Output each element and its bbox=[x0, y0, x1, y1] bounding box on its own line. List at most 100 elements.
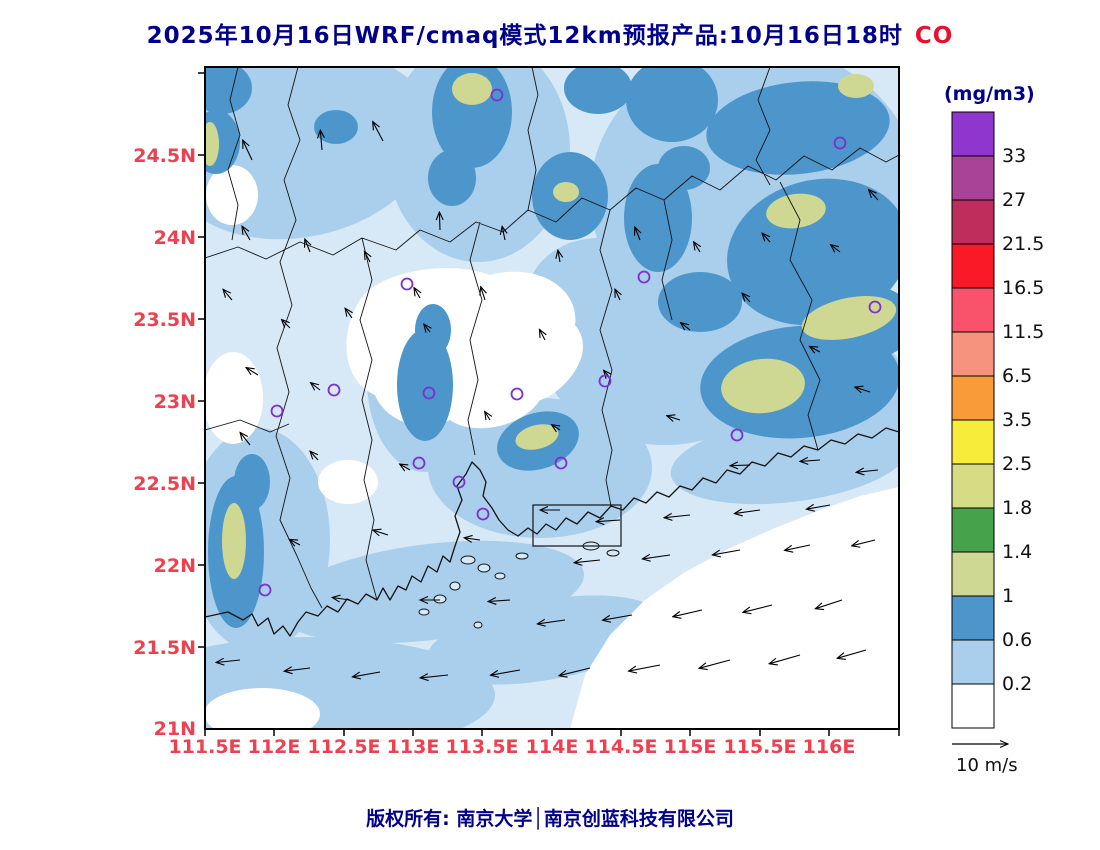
wind-arrow bbox=[855, 387, 871, 392]
wind-arrow bbox=[488, 600, 511, 602]
wind-arrow bbox=[837, 649, 867, 658]
station-marker bbox=[258, 583, 272, 597]
lat-tick-label: 23N bbox=[154, 391, 196, 413]
legend-value: 16.5 bbox=[1002, 277, 1044, 299]
delta-region-box bbox=[532, 504, 622, 547]
station-marker bbox=[730, 428, 744, 442]
legend-swatch bbox=[951, 639, 995, 685]
legend-value: 21.5 bbox=[1002, 233, 1044, 255]
station-marker bbox=[412, 456, 426, 470]
wind-arrow bbox=[289, 539, 301, 545]
wind-arrow bbox=[420, 675, 449, 678]
wind-arrow bbox=[664, 515, 691, 518]
wind-arrow bbox=[284, 668, 311, 671]
station-marker bbox=[270, 404, 284, 418]
lat-axis: 24.5N 24N 23.5N 23N 22.5N 22N 21.5N 21N bbox=[133, 145, 196, 740]
title-species: CO bbox=[914, 23, 954, 49]
legend-swatch bbox=[951, 199, 995, 245]
lat-tick-label: 24N bbox=[154, 227, 196, 249]
lon-tick-label: 113E bbox=[387, 736, 440, 758]
station-marker bbox=[490, 88, 504, 102]
station-marker bbox=[510, 387, 524, 401]
wind-arrow bbox=[439, 212, 440, 231]
legend-value: 6.5 bbox=[1002, 365, 1032, 387]
lat-tick-label: 22.5N bbox=[133, 473, 196, 495]
legend-values: 33 27 21.5 16.5 11.5 6.5 3.5 2.5 1.8 1.4… bbox=[1002, 145, 1044, 695]
wind-arrow bbox=[694, 242, 700, 253]
legend-value: 27 bbox=[1002, 189, 1026, 211]
legend-swatch bbox=[951, 463, 995, 509]
lat-tick-label: 22N bbox=[154, 555, 196, 577]
wind-arrow bbox=[320, 130, 322, 151]
wind-vector-layer bbox=[216, 122, 879, 678]
wind-arrow bbox=[681, 323, 691, 330]
legend-value: 33 bbox=[1002, 145, 1026, 167]
co-concentration-fill bbox=[205, 67, 899, 729]
lon-tick-label: 114E bbox=[526, 736, 579, 758]
wind-arrow bbox=[642, 555, 671, 559]
coastline bbox=[205, 427, 899, 637]
axis-ticks bbox=[198, 72, 900, 736]
wind-reference-label: 10 m/s bbox=[956, 755, 1018, 776]
wind-arrow bbox=[743, 604, 773, 612]
wind-arrow bbox=[485, 412, 490, 421]
wind-arrow bbox=[373, 530, 389, 535]
wind-arrow bbox=[574, 560, 601, 563]
wind-arrow bbox=[635, 227, 640, 241]
wind-arrow bbox=[699, 659, 731, 668]
wind-arrow bbox=[539, 329, 545, 341]
station-marker bbox=[400, 277, 414, 291]
wind-arrow bbox=[352, 671, 381, 677]
legend-swatch bbox=[951, 111, 995, 157]
wind-arrow bbox=[712, 549, 741, 555]
legend-value: 1 bbox=[1002, 585, 1014, 607]
wind-arrow bbox=[629, 664, 661, 671]
wind-arrow bbox=[673, 609, 703, 617]
wind-arrow bbox=[400, 464, 411, 470]
legend-swatch bbox=[951, 507, 995, 553]
wind-arrow bbox=[603, 614, 633, 620]
legend-value: 0.2 bbox=[1002, 673, 1032, 695]
wind-arrow bbox=[800, 460, 821, 461]
lon-tick-label: 113.5E bbox=[445, 736, 518, 758]
wind-arrow bbox=[730, 465, 751, 466]
fill-level-white bbox=[205, 165, 899, 729]
station-marker-layer bbox=[258, 88, 882, 597]
islands bbox=[418, 541, 620, 629]
title-main: 2025年10月16日WRF/cmaq模式12km预报产品:10月16日18时 bbox=[146, 23, 903, 49]
wind-arrow bbox=[852, 539, 876, 546]
copyright: 版权所有: 南京大学│南京创蓝科技有限公司 bbox=[366, 808, 734, 830]
lon-tick-label: 114.5E bbox=[584, 736, 657, 758]
wind-arrow bbox=[310, 451, 319, 461]
wind-arrow bbox=[414, 288, 420, 299]
wind-arrow bbox=[373, 122, 384, 142]
legend: (mg/m3) 33 27 21.5 16.5 11.5 6.5 3.5 bbox=[944, 83, 1044, 729]
wind-arrow bbox=[332, 598, 351, 601]
page-title: 2025年10月16日WRF/cmaq模式12km预报产品:10月16日18时 C… bbox=[0, 16, 1100, 50]
legend-swatch bbox=[951, 243, 995, 289]
lat-tick-label: 23.5N bbox=[133, 309, 196, 331]
station-marker bbox=[422, 386, 436, 400]
legend-colorbar bbox=[951, 111, 995, 729]
lon-tick-label: 115E bbox=[664, 736, 717, 758]
wind-arrow bbox=[831, 245, 841, 252]
wind-arrow bbox=[558, 250, 560, 263]
wind-arrow bbox=[243, 140, 253, 161]
legend-value: 11.5 bbox=[1002, 321, 1044, 343]
station-marker bbox=[598, 374, 612, 388]
wind-arrow bbox=[559, 667, 591, 676]
wind-arrow bbox=[815, 599, 843, 609]
legend-swatch bbox=[951, 375, 995, 421]
lon-tick-label: 115.5E bbox=[723, 736, 796, 758]
wind-arrow bbox=[856, 470, 879, 472]
wind-arrow bbox=[502, 226, 505, 241]
station-marker bbox=[554, 456, 568, 470]
lon-axis: 111.5E 112E 112.5E 113E 113.5E 114E 114.… bbox=[168, 736, 855, 758]
wind-arrow bbox=[734, 510, 761, 514]
legend-swatch bbox=[951, 287, 995, 333]
wind-arrow bbox=[282, 320, 291, 329]
legend-swatch bbox=[951, 419, 995, 465]
wind-arrow bbox=[240, 432, 251, 446]
wind-arrow bbox=[552, 425, 561, 430]
